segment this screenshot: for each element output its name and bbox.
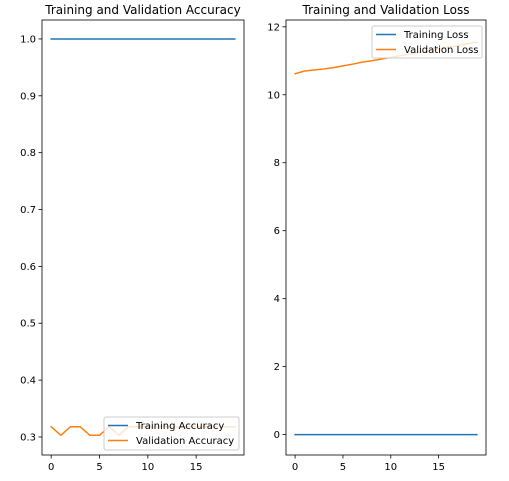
accuracy-y-tick-label: 0.3 <box>20 432 36 443</box>
loss-plot-frame <box>285 19 487 456</box>
accuracy-x-tick-label: 15 <box>190 462 203 473</box>
loss-y-tick-label: 10 <box>267 90 280 101</box>
loss-x-tick-label: 10 <box>384 462 397 473</box>
loss-legend: Training Loss Validation Loss <box>371 25 483 59</box>
loss-legend-label-validation: Validation Loss <box>404 45 479 56</box>
accuracy-x-tick-label: 0 <box>48 462 54 473</box>
loss-x-tick-label: 15 <box>432 462 445 473</box>
accuracy-plot-frame <box>41 19 245 456</box>
accuracy-legend-label-validation: Validation Accuracy <box>136 436 234 447</box>
accuracy-legend-box <box>103 416 240 451</box>
loss-x-tick-label: 5 <box>340 462 346 473</box>
loss-y-tick-label: 12 <box>267 22 280 33</box>
loss-y-tick-label: 2 <box>274 362 280 373</box>
accuracy-legend-label-training: Training Accuracy <box>135 421 224 432</box>
accuracy-x-tick-label: 10 <box>141 462 154 473</box>
loss-legend-box <box>371 25 483 59</box>
accuracy-y-tick-label: 0.6 <box>20 262 36 273</box>
loss-y-tick-label: 6 <box>274 226 280 237</box>
loss-y-tick-label: 0 <box>274 430 280 441</box>
loss-chart-title: Training and Validation Loss <box>302 3 470 17</box>
loss-chart: Training and Validation Loss 0 5 10 15 0 2 4 6 8 1… <box>267 3 487 473</box>
accuracy-y-tick-label: 0.5 <box>20 319 36 330</box>
accuracy-y-tick-label: 0.9 <box>20 91 36 102</box>
accuracy-y-tick-label: 0.4 <box>20 376 36 387</box>
accuracy-chart: Training and Validation Accuracy 0 5 10 15 0.… <box>20 3 245 473</box>
loss-x-tick-label: 0 <box>292 462 298 473</box>
loss-legend-label-training: Training Loss <box>403 30 469 41</box>
accuracy-y-tick-label: 1.0 <box>20 34 36 45</box>
accuracy-legend: Training Accuracy Validation Accuracy <box>103 416 240 451</box>
loss-y-tick-label: 4 <box>274 294 280 305</box>
accuracy-x-tick-label: 5 <box>96 462 102 473</box>
accuracy-y-tick-label: 0.8 <box>20 148 36 159</box>
accuracy-y-tick-label: 0.7 <box>20 205 36 216</box>
accuracy-chart-title: Training and Validation Accuracy <box>44 3 240 17</box>
loss-y-tick-label: 8 <box>274 158 280 169</box>
